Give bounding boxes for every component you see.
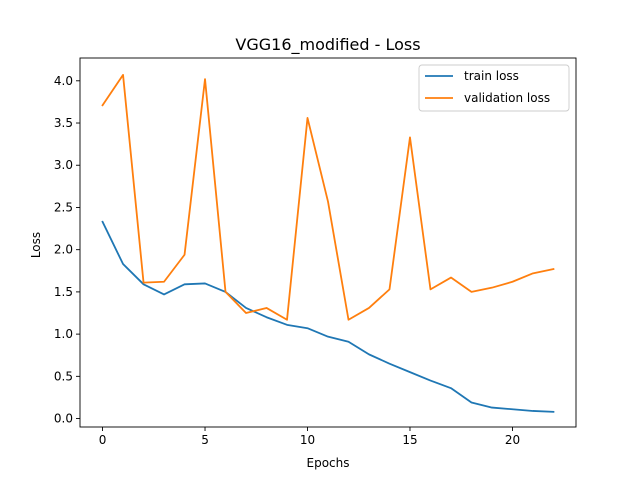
y-tick-label: 0.0 <box>54 412 73 426</box>
x-tick-label: 15 <box>402 433 417 447</box>
series-line-train-loss <box>101 220 555 413</box>
x-tick-label: 10 <box>300 433 315 447</box>
x-tick-label: 0 <box>99 433 107 447</box>
plot-frame <box>79 57 577 428</box>
x-axis-label: Epochs <box>307 456 350 470</box>
y-tick-label: 2.0 <box>54 243 73 257</box>
chart-title: VGG16_modified - Loss <box>235 35 420 55</box>
y-axis-label: Loss <box>29 232 43 258</box>
legend-label: validation loss <box>464 91 550 105</box>
y-tick-label: 2.5 <box>54 200 73 214</box>
x-tick-label: 5 <box>201 433 209 447</box>
legend-box <box>418 64 570 112</box>
y-tick-label: 0.5 <box>54 369 73 383</box>
y-tick-label: 4.0 <box>54 74 73 88</box>
legend-label: train loss <box>464 69 519 83</box>
y-tick-label: 1.5 <box>54 285 73 299</box>
series-line-validation-loss <box>101 73 555 321</box>
x-tick-label: 20 <box>505 433 520 447</box>
y-tick-label: 3.5 <box>54 116 73 130</box>
y-tick-label: 1.0 <box>54 327 73 341</box>
y-tick-label: 3.0 <box>54 158 73 172</box>
